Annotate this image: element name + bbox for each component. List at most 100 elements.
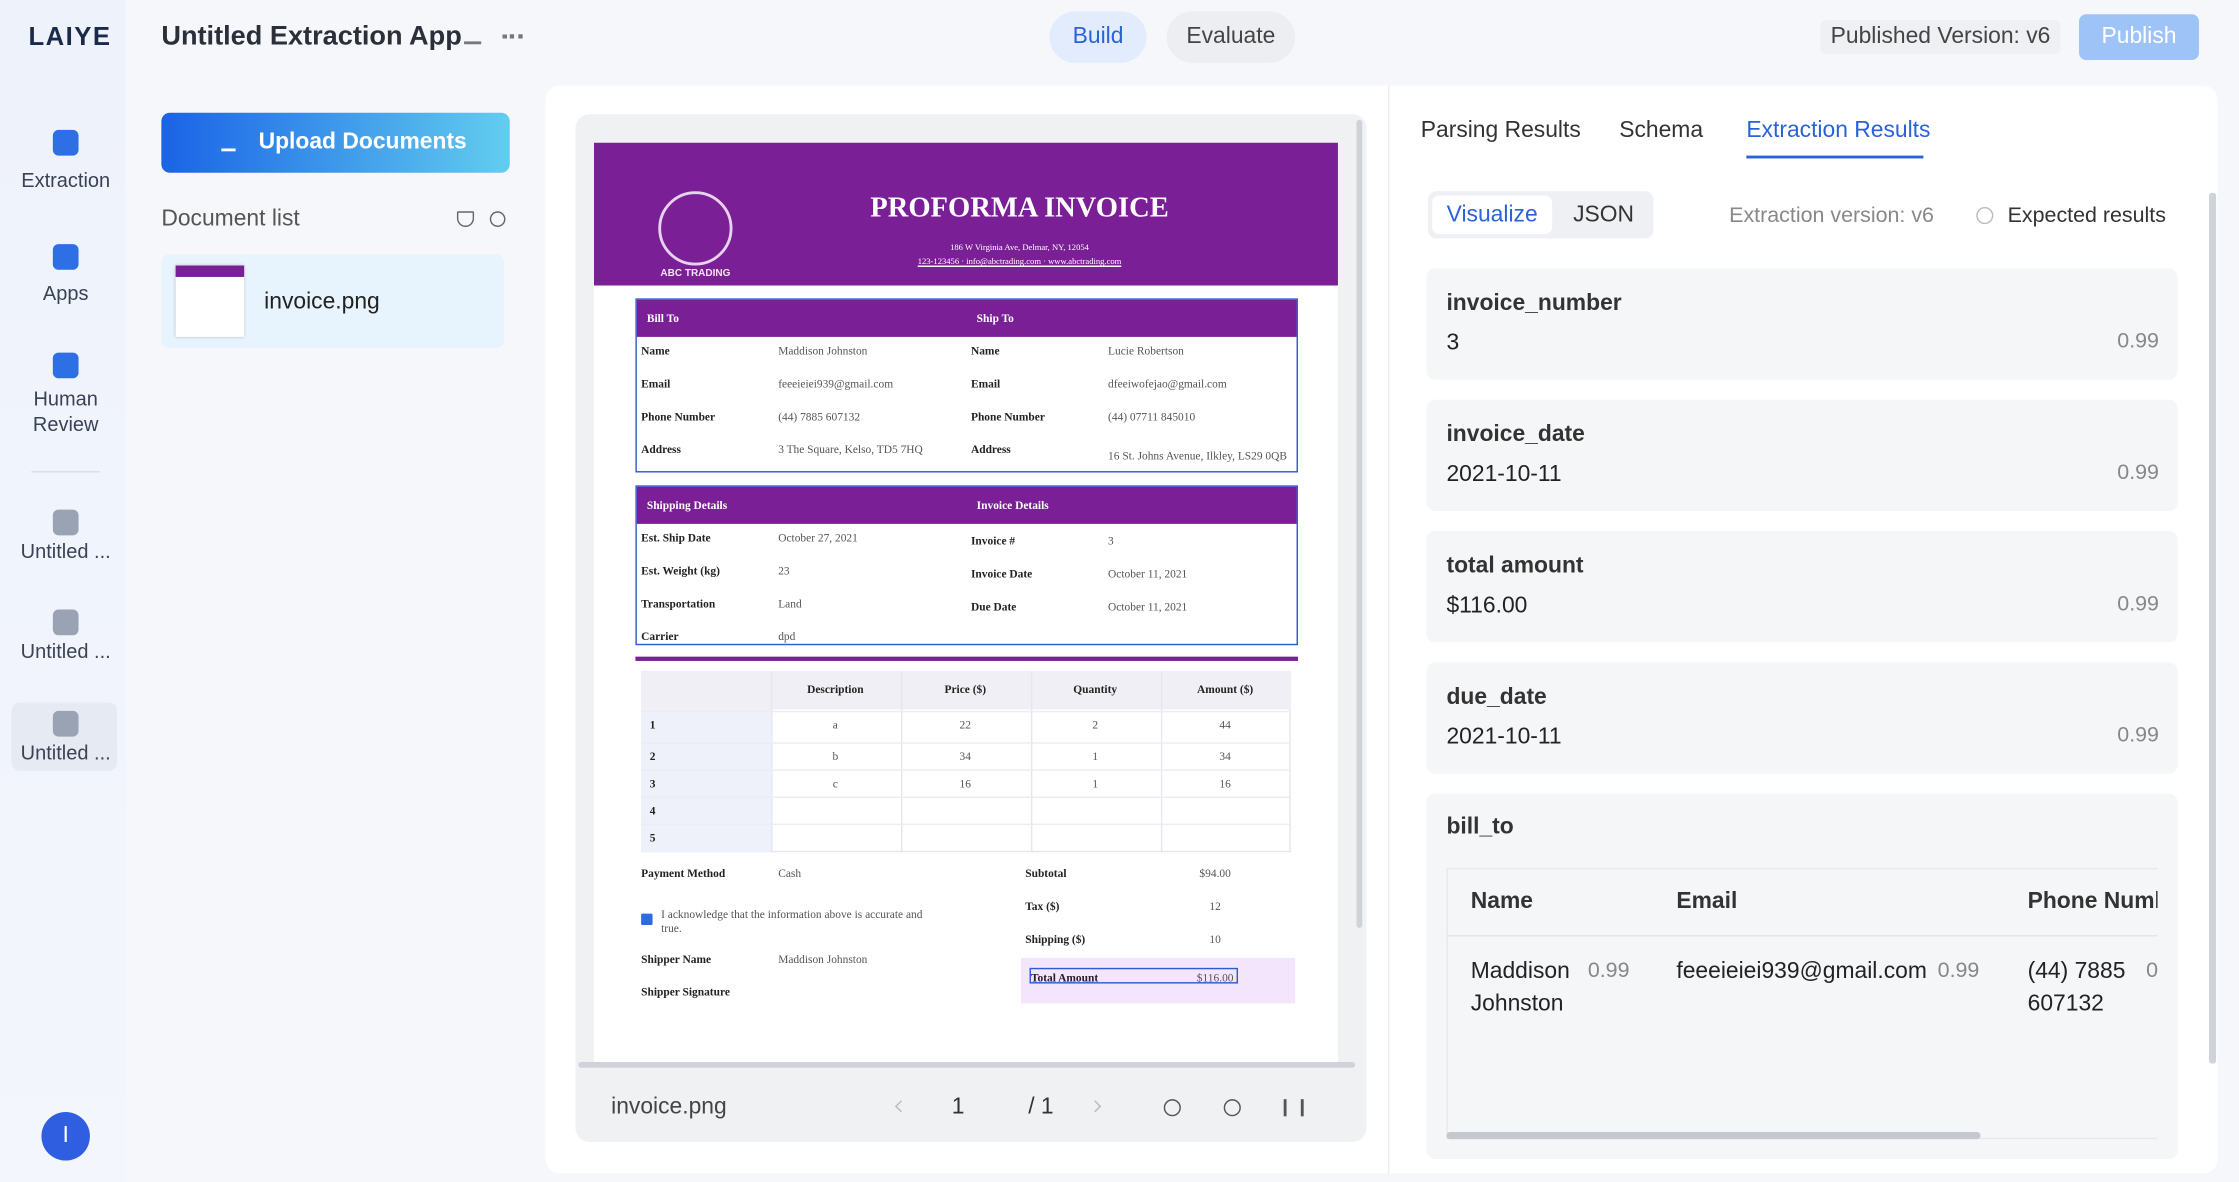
search-icon[interactable]: [489, 211, 506, 227]
build-tab[interactable]: [1049, 11, 1147, 63]
nav-icon[interactable]: [52, 244, 79, 270]
result-tab[interactable]: Extraction Results: [1746, 118, 1931, 143]
upload-button[interactable]: [161, 112, 510, 173]
evaluate-tab[interactable]: [1166, 11, 1296, 63]
field-label: Name: [970, 344, 1000, 358]
total-value: 12: [1209, 900, 1221, 913]
zoom-icon[interactable]: [1163, 1099, 1181, 1117]
total-label: Shipping ($): [1025, 932, 1086, 946]
field-value: dpd: [778, 630, 796, 644]
nav-icon[interactable]: [52, 609, 79, 636]
cell: 4: [649, 804, 656, 818]
field-value: Maddison Johnston: [778, 952, 868, 966]
section-heading: Shipping Details: [646, 498, 728, 512]
cell: 1: [1092, 777, 1099, 791]
col-line: [1030, 670, 1033, 853]
acknowledgement: I acknowledge that the information above…: [661, 907, 923, 936]
bill-to-table: [1446, 867, 2158, 1140]
field-label: Est. Weight (kg): [641, 564, 720, 578]
field-value: dfeeiwofejao@gmail.com: [1108, 377, 1227, 391]
upload-label[interactable]: Upload Documents: [258, 129, 467, 155]
column-header: Description: [807, 683, 864, 696]
field-value: 3: [1108, 534, 1114, 548]
section-heading: Invoice Details: [976, 498, 1049, 512]
view-tab[interactable]: Visualize: [1446, 202, 1538, 227]
nav-label[interactable]: Human Review: [32, 386, 99, 436]
logo: LAIYE: [28, 22, 112, 51]
field-label: Payment Method: [641, 867, 726, 881]
toggle-active[interactable]: [1432, 195, 1553, 235]
column-header: Price ($): [944, 683, 987, 696]
field-card: [1426, 662, 2178, 774]
field-label: Email: [641, 377, 671, 391]
field-value: 2021-10-11: [1446, 462, 1562, 487]
document-name[interactable]: invoice.png: [264, 289, 380, 315]
version-text: Published Version: v6: [1830, 24, 2051, 49]
results-scroll: [2208, 192, 2217, 1064]
cell: 16: [1219, 777, 1231, 791]
row-line: [641, 710, 1291, 713]
nav-icon[interactable]: [52, 352, 79, 379]
field-label: Due Date: [970, 600, 1017, 614]
invoice-section: [635, 298, 1298, 473]
field-name: bill_to: [1446, 815, 1514, 840]
edit-icon[interactable]: [464, 27, 482, 45]
nav-label[interactable]: Extraction: [21, 168, 111, 192]
field-score: 0.99: [2117, 723, 2159, 748]
field-score: 0.99: [2117, 329, 2159, 354]
field-value: Lucie Robertson: [1108, 344, 1184, 358]
result-tab[interactable]: Parsing Results: [1420, 118, 1581, 143]
radio[interactable]: [1976, 206, 1994, 225]
field-name: invoice_number: [1446, 291, 1622, 316]
invoice-logo-text: ABC TRADING: [660, 269, 731, 280]
nav-icon[interactable]: [52, 710, 79, 737]
checkbox: [641, 913, 653, 926]
more-icon[interactable]: [502, 34, 523, 39]
table-value: feeeieiei939@gmail.com: [1676, 959, 1927, 984]
nav-label[interactable]: Untitled ...: [20, 740, 111, 764]
tab-underline: [1746, 155, 1924, 159]
cell: 34: [959, 750, 971, 763]
nav-icon[interactable]: [52, 129, 79, 156]
field-label: Address: [641, 443, 681, 457]
field-label: Phone Number: [641, 410, 716, 424]
filter-icon[interactable]: [456, 211, 475, 227]
items-index-col: [641, 709, 772, 853]
cell: a: [832, 718, 838, 732]
nav-icon[interactable]: [52, 509, 79, 536]
cell: 16: [959, 777, 971, 791]
total-box: [1020, 957, 1296, 1004]
cell: 1: [1092, 750, 1099, 763]
col-line: [1160, 670, 1163, 853]
cell: 1: [649, 718, 656, 732]
nav-label[interactable]: Untitled ...: [20, 639, 111, 663]
fit-icon[interactable]: [1283, 1099, 1304, 1117]
tab[interactable]: Build: [1072, 24, 1124, 49]
field-card: [1426, 399, 2178, 512]
table-value: (44) 7885 607132: [2027, 959, 2126, 1017]
field-value: Cash: [778, 867, 802, 881]
view-tab[interactable]: JSON: [1573, 202, 1634, 227]
field-value: October 11, 2021: [1108, 600, 1188, 614]
viewer-hscroll: [578, 1062, 1356, 1068]
app-title: Untitled Extraction App: [161, 21, 462, 52]
publish-label[interactable]: Publish: [2101, 24, 2177, 49]
invoice-address: 186 W Virginia Ave, Delmar, NY, 12054: [950, 244, 1089, 253]
nav-label[interactable]: Apps: [42, 281, 89, 305]
table-score: 0.99: [1587, 958, 1630, 983]
list-title: Document list: [161, 206, 300, 232]
cell: b: [832, 750, 839, 763]
field-value: 23: [778, 564, 790, 578]
publish-button[interactable]: [2079, 14, 2199, 60]
nav-label[interactable]: Untitled ...: [20, 539, 111, 563]
invoice-contact: 123-123456 · info@abctrading.com · www.a…: [917, 258, 1122, 267]
field-value: Maddison Johnston: [778, 344, 868, 358]
sidebar: [0, 0, 126, 1182]
zoom-icon[interactable]: [1223, 1099, 1241, 1117]
panel-divider: [1387, 85, 1390, 1174]
result-tab[interactable]: Schema: [1619, 118, 1704, 143]
tab[interactable]: Evaluate: [1186, 24, 1276, 49]
avatar: [41, 1112, 90, 1161]
field-card: [1426, 531, 2178, 643]
